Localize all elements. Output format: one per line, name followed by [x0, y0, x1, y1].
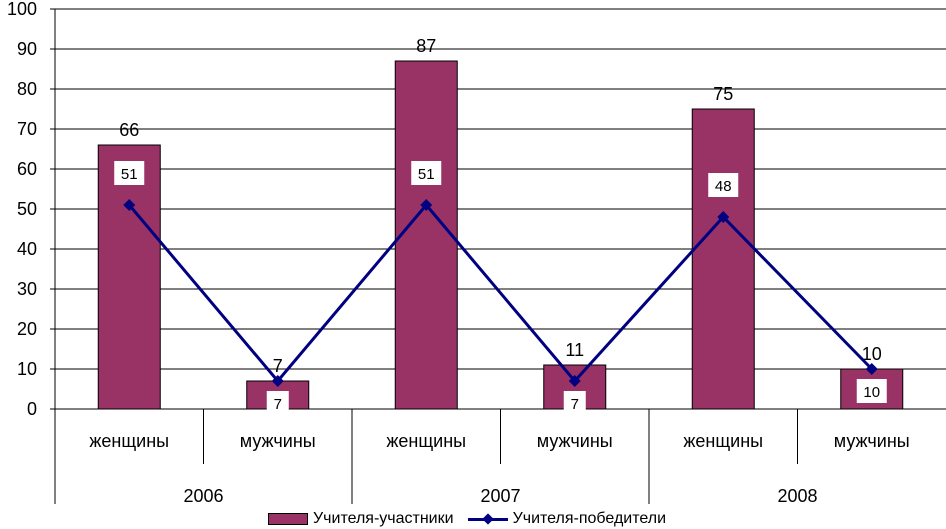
line-value-label: 48: [715, 178, 732, 195]
line-point: [865, 363, 878, 375]
line-value-label: 7: [274, 396, 282, 413]
legend-label-winners: Учителя-победители: [512, 510, 666, 527]
y-tick-label: 10: [17, 359, 37, 379]
bar: [394, 60, 458, 410]
x-category-label: женщины: [386, 431, 466, 451]
y-tick-label: 50: [17, 199, 37, 219]
legend-swatch-participants: [268, 513, 308, 525]
x-category-label: женщины: [89, 431, 169, 451]
bar: [691, 108, 755, 410]
y-tick-label: 70: [17, 119, 37, 139]
y-tick-label: 20: [17, 319, 37, 339]
legend-item-participants: Учителя-участники: [268, 510, 454, 528]
line-value-box: [411, 161, 442, 185]
legend-label-participants: Учителя-участники: [313, 510, 454, 527]
x-category-label: женщины: [683, 431, 763, 451]
legend-item-winners: Учителя-победители: [467, 510, 666, 528]
legend: Учителя-участники Учителя-победители: [268, 509, 680, 529]
line-point: [271, 375, 284, 387]
legend-swatch-winners: [467, 513, 508, 525]
y-tick-label: 60: [17, 159, 37, 179]
x-category-label: мужчины: [240, 431, 316, 451]
y-tick-label: 30: [17, 279, 37, 299]
series-line: [128, 202, 873, 384]
line-value-label: 10: [863, 384, 880, 401]
line-point: [123, 199, 136, 211]
line-value-label: 51: [418, 166, 435, 183]
line-point: [717, 211, 730, 223]
y-tick-label: 100: [7, 0, 37, 19]
y-tick-label: 90: [17, 39, 37, 59]
bar: [97, 144, 161, 410]
line-value-box: [114, 161, 145, 185]
bar-value-label: 10: [862, 344, 882, 364]
line-value-box: [266, 391, 289, 415]
bar-value-label: 66: [119, 120, 139, 140]
y-tick-label: 0: [27, 399, 37, 419]
bar-value-label: 11: [565, 340, 584, 360]
line-point: [420, 199, 433, 211]
line-value-label: 7: [571, 396, 579, 413]
bar-value-label: 75: [713, 84, 733, 104]
y-tick-label: 40: [17, 239, 37, 259]
x-group-label: 2007: [480, 486, 520, 506]
line-value-label: 51: [121, 166, 138, 183]
bar-value-label: 7: [273, 356, 283, 376]
line-value-box: [563, 391, 586, 415]
x-group-label: 2006: [183, 486, 223, 506]
y-tick-label: 80: [17, 79, 37, 99]
line-value-box: [708, 173, 739, 197]
bar-value-label: 87: [416, 36, 436, 56]
x-group-label: 2008: [777, 486, 817, 506]
x-category-label: мужчины: [834, 431, 910, 451]
line-value-box: [856, 379, 887, 403]
x-category-label: мужчины: [537, 431, 613, 451]
line-point: [568, 375, 581, 387]
